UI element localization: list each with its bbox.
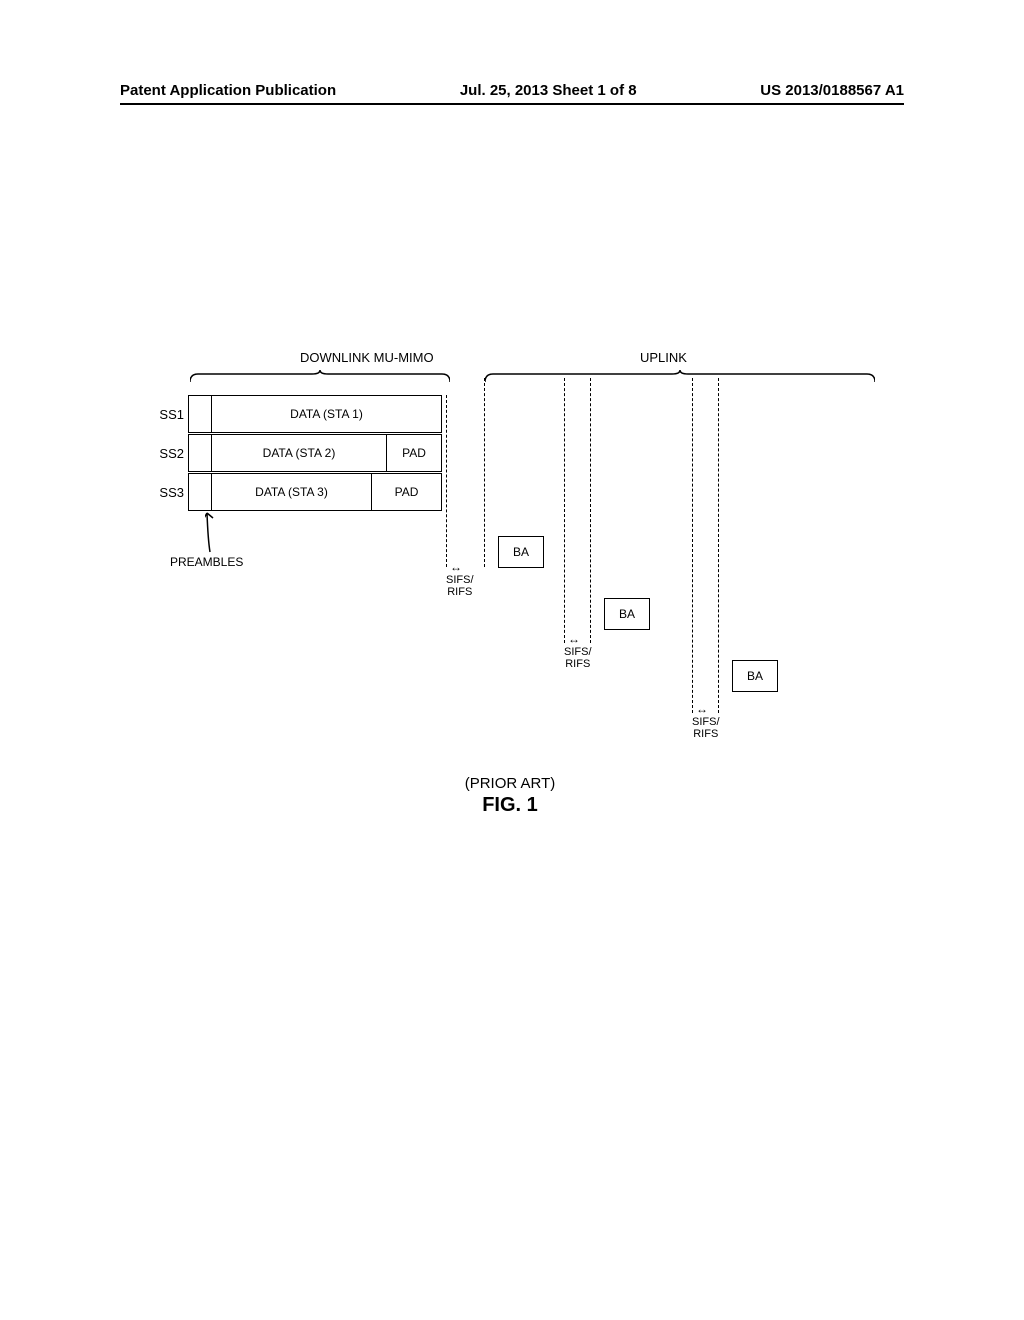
header-left: Patent Application Publication (120, 82, 336, 99)
vertical-dashed-line (692, 378, 693, 713)
vertical-dashed-line (446, 395, 447, 567)
ba-block: BA (604, 598, 650, 630)
sifs-arrow-icon: ↔ (450, 560, 462, 574)
stream-label: SS1 (150, 407, 188, 422)
preambles-label: PREAMBLES (170, 555, 243, 569)
data-block: DATA (STA 2) (212, 434, 387, 472)
data-block: DATA (STA 3) (212, 473, 372, 511)
figure-caption: (PRIOR ART) FIG. 1 (150, 775, 870, 817)
sifs-arrow-icon: ↔ (696, 702, 708, 716)
stream-rows: SS1 DATA (STA 1) SS2 DATA (STA 2)PAD SS3 DATA… (150, 395, 442, 512)
stream-label: SS2 (150, 446, 188, 461)
prior-art-label: (PRIOR ART) (150, 775, 870, 792)
vertical-dashed-line (564, 378, 565, 643)
pad-block: PAD (387, 434, 442, 472)
preamble-block (188, 434, 212, 472)
ba-block: BA (498, 536, 544, 568)
data-block: DATA (STA 1) (212, 395, 442, 433)
ba-block: BA (732, 660, 778, 692)
stream-row: SS1 DATA (STA 1) (150, 395, 442, 433)
figure-number: FIG. 1 (150, 794, 870, 817)
stream-row: SS3 DATA (STA 3)PAD (150, 473, 442, 511)
preamble-block (188, 395, 212, 433)
downlink-label: DOWNLINK MU-MIMO (300, 350, 434, 365)
sifs-rifs-label: SIFS/ RIFS (692, 716, 720, 740)
vertical-dashed-line (718, 378, 719, 713)
page-header: Patent Application Publication Jul. 25, … (120, 82, 904, 105)
header-center: Jul. 25, 2013 Sheet 1 of 8 (460, 82, 637, 99)
sifs-arrow-icon: ↔ (568, 632, 580, 646)
stream-label: SS3 (150, 485, 188, 500)
header-right: US 2013/0188567 A1 (760, 82, 904, 99)
brace-downlink (190, 370, 450, 382)
preambles-callout-line (205, 510, 235, 555)
uplink-label: UPLINK (640, 350, 687, 365)
pad-block: PAD (372, 473, 442, 511)
braces-row (190, 370, 870, 388)
vertical-dashed-line (590, 378, 591, 643)
sifs-rifs-label: SIFS/ RIFS (446, 574, 474, 598)
stream-row: SS2 DATA (STA 2)PAD (150, 434, 442, 472)
brace-uplink (485, 370, 875, 382)
preamble-block (188, 473, 212, 511)
vertical-dashed-line (484, 378, 485, 567)
sifs-rifs-label: SIFS/ RIFS (564, 646, 592, 670)
